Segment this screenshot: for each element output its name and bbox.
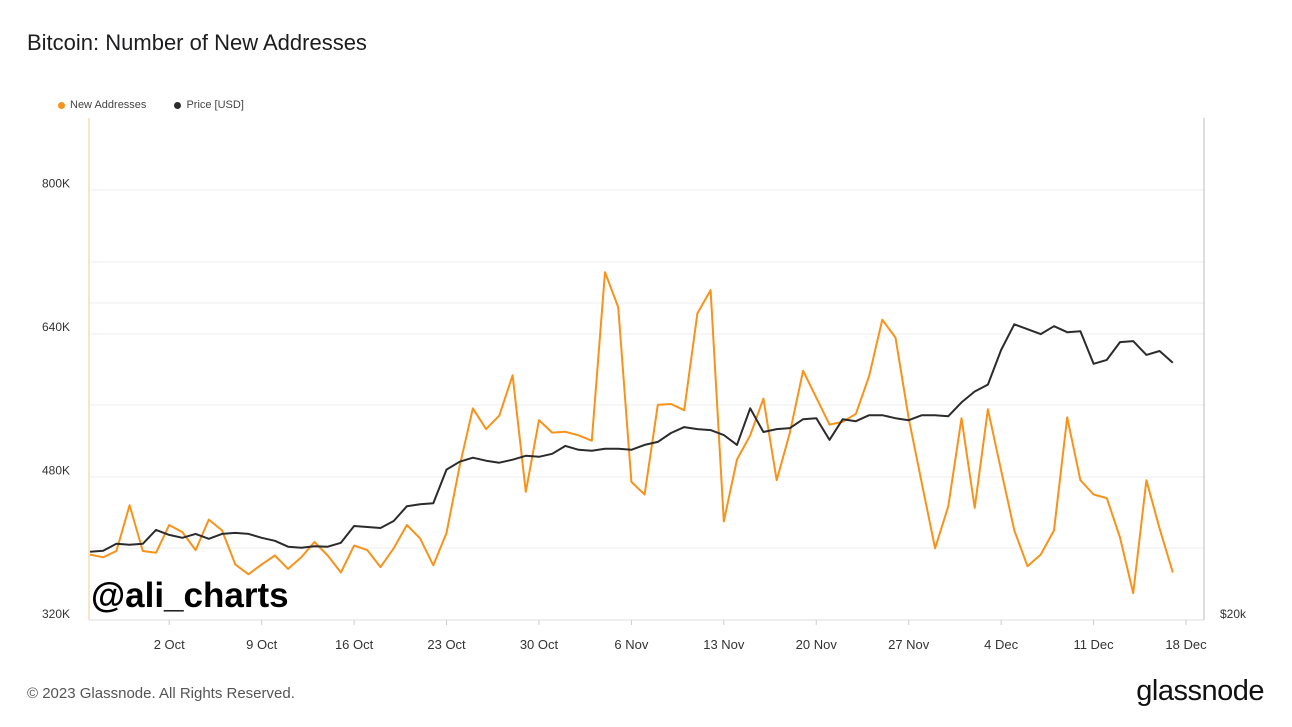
y-tick-label-480K: 480K [42, 464, 70, 478]
legend-label-price: Price [USD] [186, 99, 244, 111]
x-tick-label-1: 9 Oct [246, 637, 277, 652]
x-tick-label-7: 20 Nov [796, 637, 838, 652]
x-tick-label-2: 16 Oct [335, 637, 374, 652]
legend-label-new-addresses: New Addresses [70, 99, 147, 111]
y-tick-label-320K: 320K [42, 607, 70, 621]
axes [88, 118, 1205, 625]
watermark-handle: @ali_charts [91, 576, 289, 615]
legend-dot-new-addresses [58, 101, 65, 109]
x-tick-label-10: 11 Dec [1073, 637, 1114, 652]
gridlines [89, 189, 1204, 549]
x-tick-label-5: 6 Nov [614, 637, 648, 652]
x-tick-label-0: 2 Oct [154, 637, 185, 652]
legend-dot-price [174, 101, 182, 109]
series-line-new-addresses[interactable] [89, 271, 1174, 595]
chart-legend: New Addresses Price [USD] [58, 99, 244, 111]
x-tick-label-4: 30 Oct [520, 637, 559, 652]
chart-title: Bitcoin: Number of New Addresses [27, 30, 367, 55]
copyright-text: © 2023 Glassnode. All Rights Reserved. [27, 685, 295, 702]
x-tick-label-11: 18 Dec [1165, 637, 1207, 652]
series [89, 271, 1174, 595]
legend-item-price[interactable]: Price [USD] [174, 99, 244, 111]
x-tick-label-6: 13 Nov [703, 637, 745, 652]
y-tick-label-640K: 640K [42, 320, 70, 334]
tick-labels: 320K 480K 640K 800K $20k 2 Oct 9 Oct 16 Oct 23 O… [42, 177, 1247, 652]
y2-tick-label-0: $20k [1220, 607, 1247, 621]
glassnode-logo[interactable]: glassnode [1136, 675, 1264, 707]
y-tick-label-800K: 800K [42, 177, 70, 191]
series-line-price[interactable] [89, 323, 1174, 553]
x-tick-label-9: 4 Dec [984, 637, 1018, 652]
x-tick-label-8: 27 Nov [888, 637, 930, 652]
legend-item-new-addresses[interactable]: New Addresses [58, 99, 146, 111]
x-tick-label-3: 23 Oct [427, 637, 466, 652]
